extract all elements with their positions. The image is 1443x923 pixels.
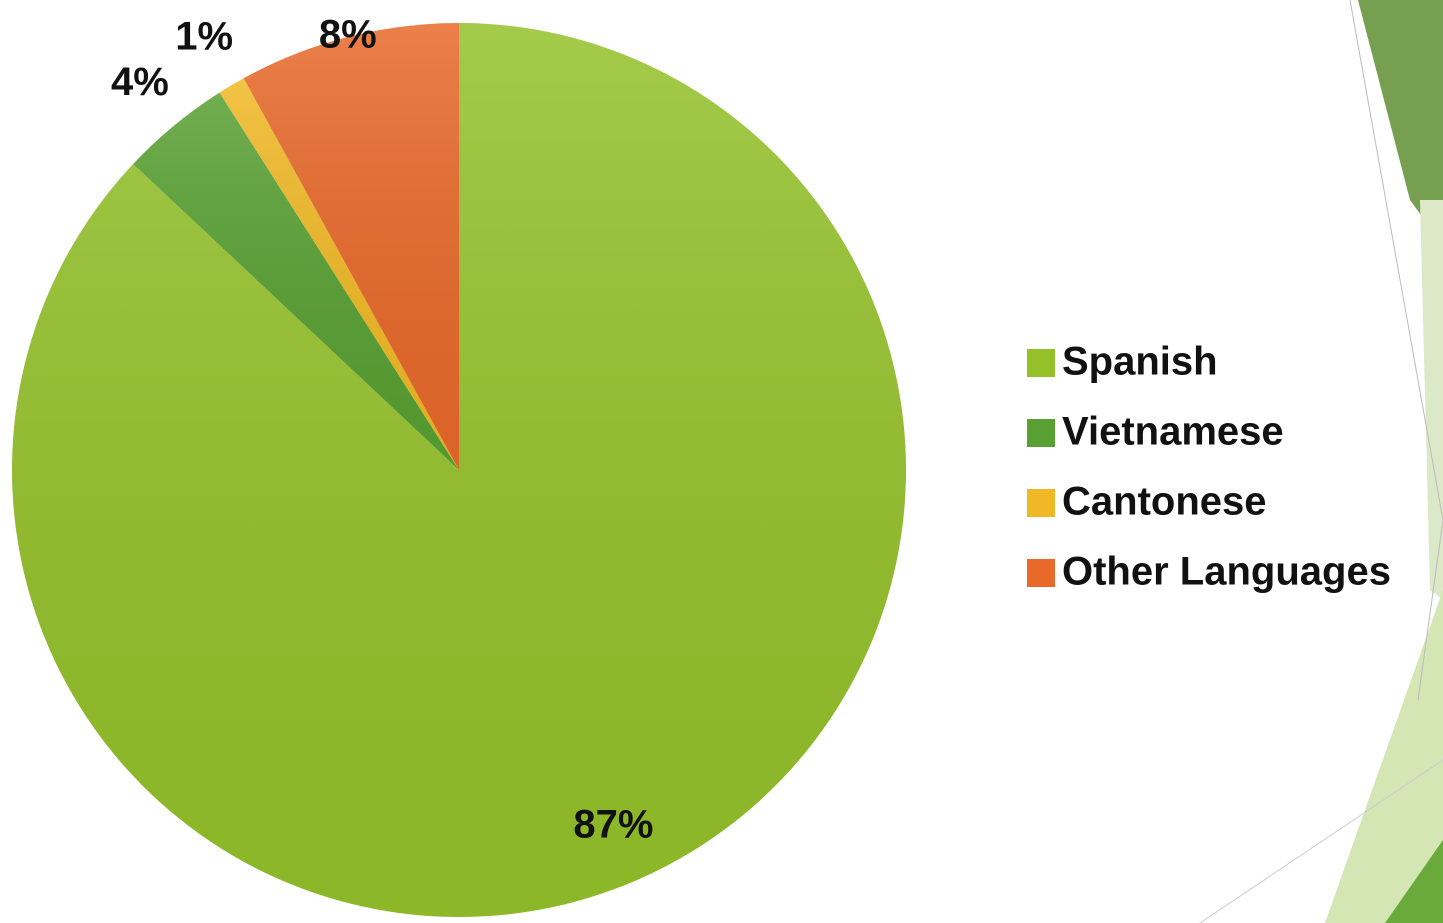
legend: Spanish Vietnamese Cantonese Other Language… <box>1027 340 1391 594</box>
data-label: 4% <box>111 60 169 104</box>
slice-shade <box>133 92 460 470</box>
pie: 87% 4%1% 8% <box>11 13 906 917</box>
slice-shade <box>219 78 459 470</box>
slice-shade <box>11 23 906 917</box>
data-label: 1% <box>175 15 233 59</box>
legend-swatch <box>1027 349 1055 377</box>
legend-swatch <box>1027 419 1055 447</box>
data-label: 87% <box>573 802 653 846</box>
slice-shade <box>243 23 459 470</box>
legend-label: Cantonese <box>1062 480 1267 524</box>
legend-label: Vietnamese <box>1062 410 1284 454</box>
legend-label: Other Languages <box>1062 550 1391 594</box>
legend-label: Spanish <box>1062 340 1218 384</box>
legend-swatch <box>1027 489 1055 517</box>
legend-swatch <box>1027 559 1055 587</box>
data-label: 8% <box>319 13 377 57</box>
background-decoration <box>1199 0 1443 923</box>
